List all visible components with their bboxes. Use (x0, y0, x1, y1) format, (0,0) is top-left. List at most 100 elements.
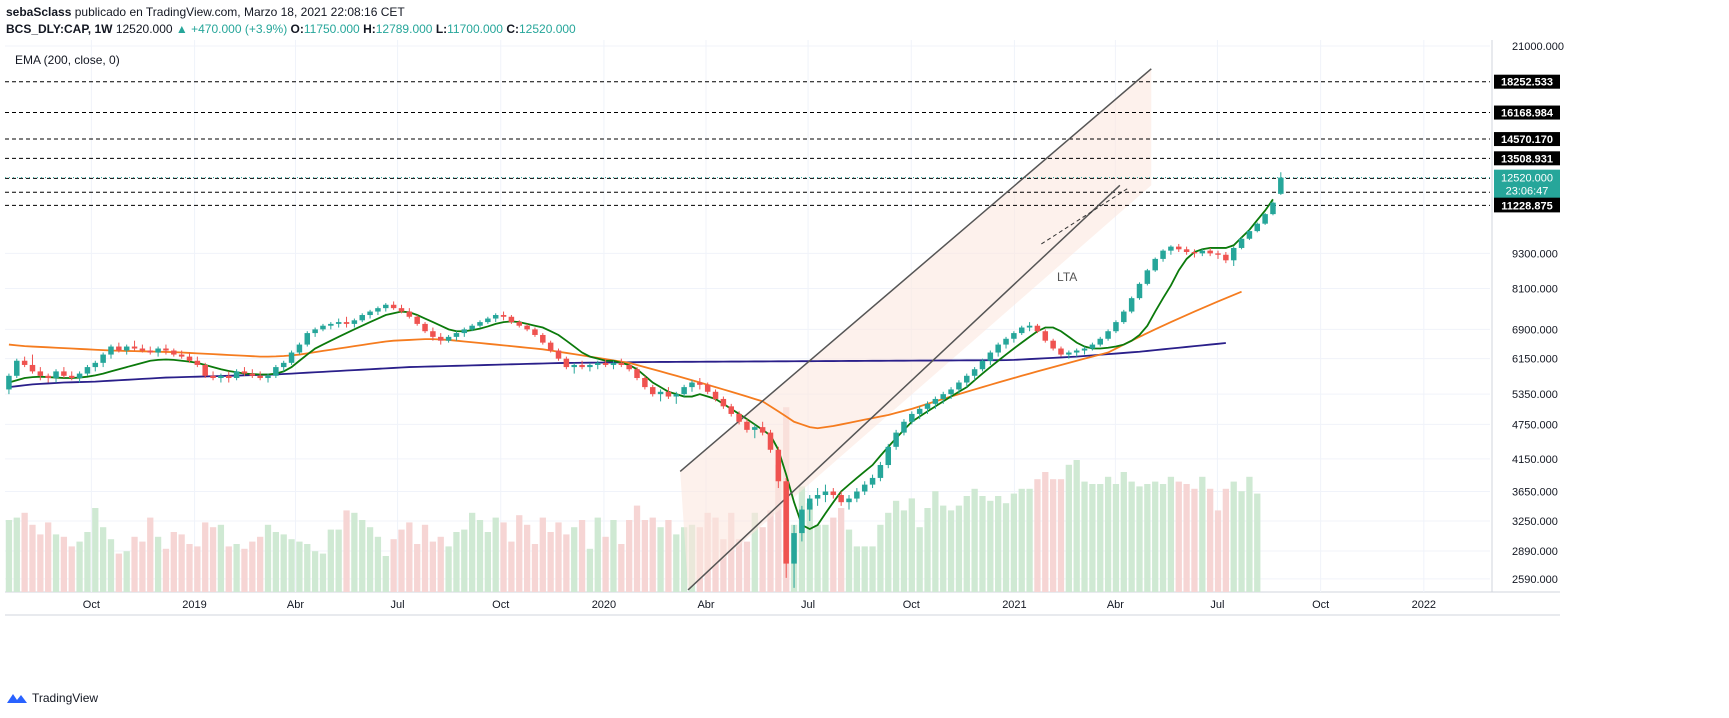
candle-body (1215, 253, 1221, 255)
level-tag (1494, 132, 1560, 147)
volume-bar (571, 527, 578, 592)
candle-body (1089, 344, 1096, 349)
author-name[interactable]: sebaSclass (6, 5, 72, 19)
volume-bar (272, 532, 280, 592)
volume-bar (578, 520, 586, 592)
candle-body (1011, 333, 1017, 339)
volume-bar (29, 524, 36, 592)
volume-bar (217, 524, 225, 592)
volume-bar (523, 524, 531, 592)
candle-body (163, 348, 169, 351)
volume-bar (845, 529, 853, 592)
volume-bar (1207, 488, 1214, 592)
candle-body (1066, 352, 1072, 355)
volume-bar (1159, 484, 1167, 592)
candle-body (689, 382, 695, 388)
candle-body (171, 350, 177, 355)
tradingview-logo-icon (7, 694, 27, 703)
candle-body (430, 331, 436, 337)
volume-bar (1199, 476, 1206, 592)
volume-bar (1222, 488, 1230, 592)
candle-body (288, 352, 295, 363)
candle-body (579, 364, 585, 368)
volume-bar (1128, 481, 1135, 592)
candle-body (249, 373, 256, 376)
indicator-legend[interactable]: EMA (200, close, 0) (15, 53, 120, 67)
volume-bar (1073, 460, 1080, 592)
volume-bar (241, 548, 248, 592)
volume-bar (563, 534, 570, 592)
volume-bar (264, 524, 272, 592)
candle-body (634, 369, 640, 379)
candle-body (838, 495, 844, 503)
candle-body (1223, 254, 1229, 261)
candle-body (155, 348, 161, 353)
volume-bar (618, 544, 625, 592)
volume-bar (209, 527, 217, 592)
candle-body (956, 382, 962, 390)
candle-body (814, 495, 821, 499)
candle-body (728, 406, 734, 414)
chart-grid (5, 40, 1560, 616)
volume-bar (296, 541, 303, 592)
candle-body (257, 375, 263, 379)
footer-brand[interactable]: TradingView (6, 691, 98, 705)
level-tag (1494, 198, 1560, 213)
candle-body (618, 362, 625, 365)
candle-body (783, 481, 789, 564)
volume-bar (814, 524, 821, 592)
volume-bar (453, 532, 460, 592)
candle-body (1176, 246, 1182, 250)
candle-body (131, 346, 138, 349)
candle-body (1199, 250, 1206, 254)
volume-bar (1089, 484, 1096, 592)
volume-bar (186, 544, 193, 592)
volume-bar (500, 522, 507, 592)
candle-body (273, 367, 279, 376)
volume-bar (979, 496, 986, 592)
time-tick-label: Jul (1210, 599, 1224, 611)
candle-body (697, 382, 703, 385)
price-axis[interactable]: 21000.000 9300.000 8100.000 6900.000 6150.00… (1512, 41, 1564, 586)
volume-bar (52, 534, 60, 592)
time-axis[interactable]: Oct 2019 Abr Jul Oct 2020 Abr Jul Oct 2021 Abr Jul O… (83, 599, 1436, 611)
candle-body (6, 375, 12, 390)
volume-bar (806, 503, 813, 592)
candle-body (1034, 325, 1041, 332)
volume-bar (437, 536, 444, 592)
volume-bar (60, 536, 68, 592)
candle-body (610, 362, 617, 365)
candle-body (1073, 350, 1080, 353)
candle-body (861, 484, 868, 492)
candle-body (296, 344, 303, 353)
volume-bar (1120, 472, 1127, 592)
volume-bars (5, 407, 1261, 592)
volume-bar (657, 527, 664, 592)
volume-bar (1097, 484, 1104, 592)
volume-bar (751, 512, 758, 592)
candle-body (21, 360, 28, 365)
candle-body (186, 356, 193, 361)
volume-bar (743, 541, 751, 592)
candle-body (1230, 247, 1237, 261)
volume-bar (476, 520, 484, 592)
volume-bar (319, 553, 327, 592)
candle-body (84, 367, 91, 374)
candle-body (822, 491, 829, 496)
candle-body (398, 308, 405, 312)
volume-bar (225, 546, 232, 592)
candle-body (1058, 348, 1064, 355)
volume-bar (1002, 503, 1010, 592)
symbol-label[interactable]: BCS_DLY:CAP, 1W (6, 22, 113, 36)
volume-bar (492, 517, 499, 592)
candle-body (948, 389, 954, 395)
volume-bar (233, 544, 240, 592)
candle-body (964, 375, 970, 383)
candle-body (540, 334, 546, 343)
candle-body (1152, 258, 1158, 271)
volume-bar (406, 522, 413, 592)
candle-body (830, 491, 837, 496)
candle-body (367, 311, 373, 316)
candle-body (218, 375, 224, 379)
